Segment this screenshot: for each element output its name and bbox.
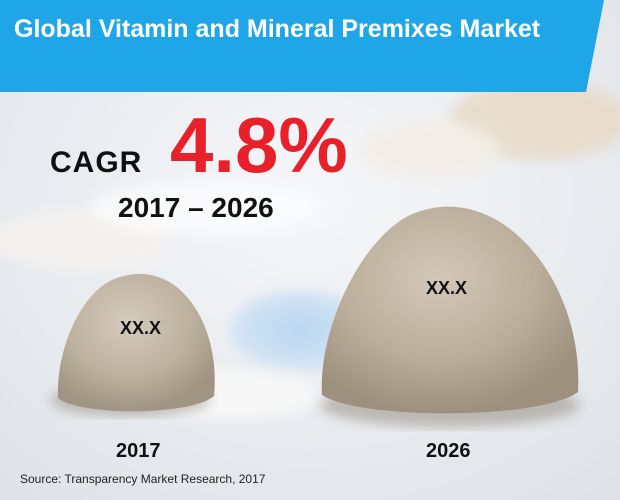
pile-value-2017: XX.X — [120, 318, 162, 338]
title: Global Vitamin and Mineral Premixes Mark… — [14, 15, 541, 43]
powder-pile-2026 — [321, 206, 579, 414]
source-note: Source: Transparency Market Research, 20… — [20, 472, 266, 486]
title-banner-shape — [0, 0, 604, 92]
pile-value-2026: XX.X — [426, 278, 468, 298]
period-label: 2017 – 2026 — [118, 192, 274, 223]
year-label-2026: 2026 — [426, 440, 471, 462]
powder-pile-2017 — [57, 273, 215, 412]
cagr-label: CAGR — [50, 146, 143, 179]
cagr-value: 4.8% — [170, 101, 348, 189]
year-label-2017: 2017 — [116, 440, 161, 462]
